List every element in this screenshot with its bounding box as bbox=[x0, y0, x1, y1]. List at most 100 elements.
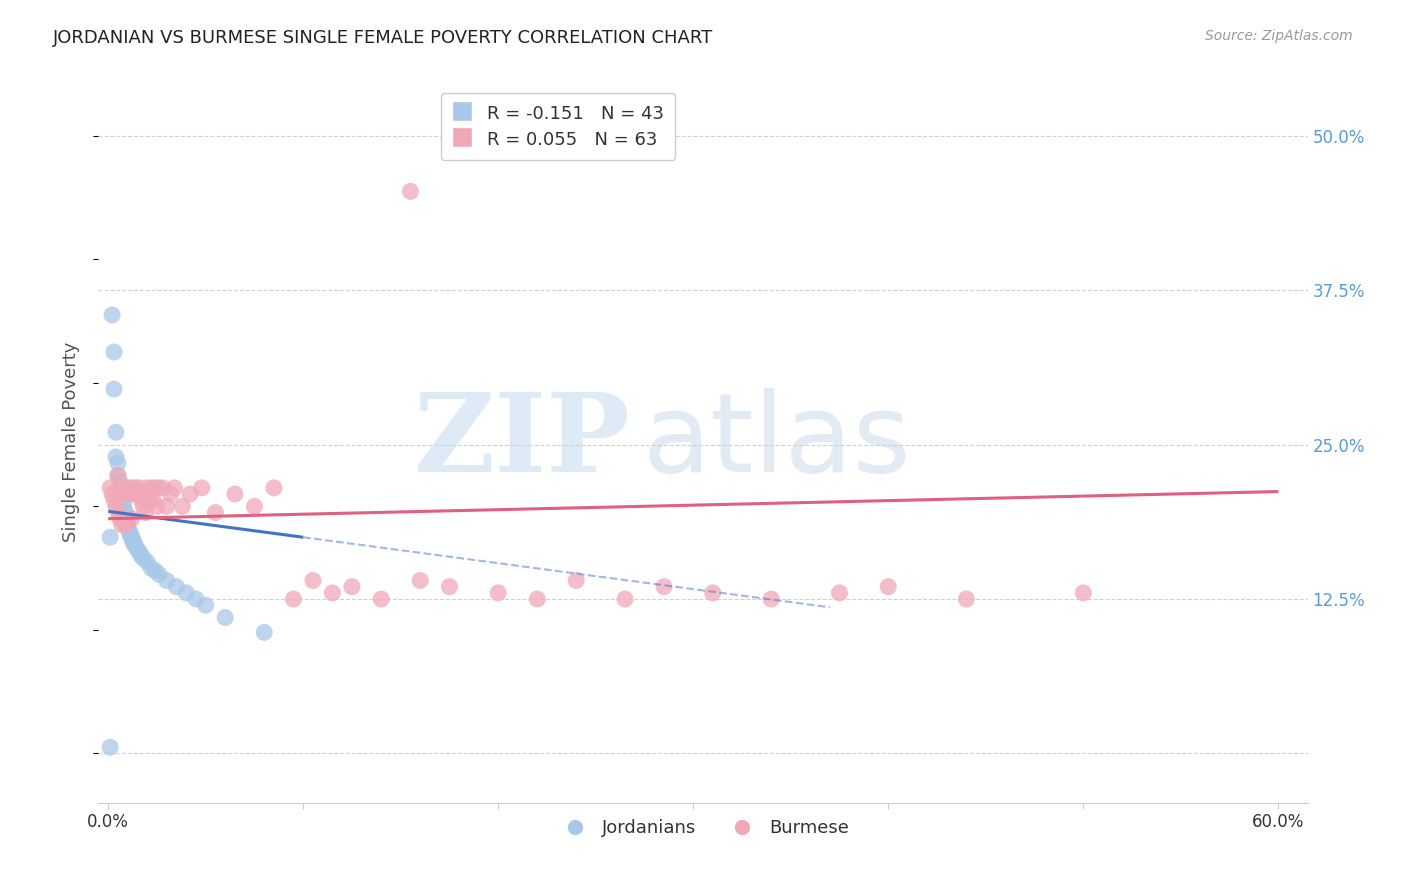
Y-axis label: Single Female Poverty: Single Female Poverty bbox=[62, 342, 80, 541]
Point bbox=[101, 487, 124, 501]
Point bbox=[107, 506, 129, 520]
Point bbox=[108, 487, 131, 501]
Point bbox=[122, 536, 145, 550]
Point bbox=[117, 481, 139, 495]
Point bbox=[302, 574, 325, 588]
Point bbox=[122, 533, 145, 548]
Text: Source: ZipAtlas.com: Source: ZipAtlas.com bbox=[1205, 29, 1353, 43]
Point bbox=[103, 493, 125, 508]
Point bbox=[283, 592, 305, 607]
Point bbox=[108, 512, 131, 526]
Point bbox=[136, 555, 159, 569]
Legend: Jordanians, Burmese: Jordanians, Burmese bbox=[550, 812, 856, 845]
Point bbox=[761, 592, 783, 607]
Point bbox=[702, 586, 724, 600]
Point bbox=[117, 520, 139, 534]
Point bbox=[98, 740, 121, 755]
Point bbox=[139, 561, 162, 575]
Point bbox=[138, 493, 160, 508]
Point bbox=[107, 468, 129, 483]
Point bbox=[112, 500, 135, 514]
Point bbox=[112, 493, 135, 508]
Text: ZIP: ZIP bbox=[413, 388, 630, 495]
Point bbox=[128, 481, 150, 495]
Point bbox=[108, 475, 131, 489]
Point bbox=[194, 598, 217, 612]
Point bbox=[104, 450, 127, 464]
Point bbox=[127, 487, 149, 501]
Point bbox=[98, 530, 121, 544]
Point bbox=[122, 487, 145, 501]
Point bbox=[159, 487, 181, 501]
Point bbox=[118, 487, 141, 501]
Point bbox=[156, 574, 179, 588]
Point bbox=[134, 506, 156, 520]
Point bbox=[104, 500, 127, 514]
Point bbox=[136, 481, 159, 495]
Point bbox=[174, 586, 197, 600]
Point bbox=[114, 517, 136, 532]
Point bbox=[111, 481, 134, 495]
Point bbox=[108, 481, 131, 495]
Point bbox=[1071, 586, 1094, 600]
Point bbox=[114, 508, 136, 522]
Point bbox=[117, 517, 139, 532]
Point bbox=[148, 481, 170, 495]
Point bbox=[127, 542, 149, 557]
Point bbox=[132, 551, 155, 566]
Point bbox=[104, 425, 127, 440]
Point bbox=[142, 493, 165, 508]
Text: JORDANIAN VS BURMESE SINGLE FEMALE POVERTY CORRELATION CHART: JORDANIAN VS BURMESE SINGLE FEMALE POVER… bbox=[53, 29, 714, 46]
Point bbox=[101, 308, 124, 322]
Point bbox=[114, 506, 136, 520]
Point bbox=[224, 487, 246, 501]
Point bbox=[172, 500, 194, 514]
Point bbox=[370, 592, 392, 607]
Point bbox=[112, 481, 135, 495]
Point bbox=[652, 580, 675, 594]
Point bbox=[614, 592, 637, 607]
Point bbox=[118, 526, 141, 541]
Point bbox=[128, 545, 150, 559]
Point bbox=[103, 345, 125, 359]
Point bbox=[114, 512, 136, 526]
Point bbox=[253, 625, 276, 640]
Point bbox=[118, 524, 141, 538]
Point bbox=[439, 580, 461, 594]
Point bbox=[139, 481, 162, 495]
Point bbox=[131, 493, 153, 508]
Point bbox=[184, 592, 207, 607]
Point bbox=[179, 487, 201, 501]
Point bbox=[148, 567, 170, 582]
Point bbox=[191, 481, 214, 495]
Point bbox=[526, 592, 548, 607]
Point bbox=[111, 481, 134, 495]
Point bbox=[243, 500, 266, 514]
Point bbox=[124, 539, 146, 553]
Point bbox=[877, 580, 900, 594]
Point bbox=[131, 549, 153, 563]
Point bbox=[107, 456, 129, 470]
Point bbox=[399, 185, 422, 199]
Point bbox=[117, 514, 139, 528]
Point bbox=[98, 481, 121, 495]
Point bbox=[111, 487, 134, 501]
Point bbox=[152, 481, 174, 495]
Point bbox=[121, 512, 143, 526]
Point bbox=[121, 529, 143, 543]
Point bbox=[263, 481, 285, 495]
Point bbox=[124, 481, 146, 495]
Point bbox=[132, 500, 155, 514]
Point bbox=[117, 514, 139, 528]
Point bbox=[204, 506, 226, 520]
Text: atlas: atlas bbox=[643, 388, 911, 495]
Point bbox=[146, 500, 169, 514]
Point bbox=[112, 512, 135, 526]
Point bbox=[321, 586, 343, 600]
Point bbox=[111, 517, 134, 532]
Point bbox=[163, 481, 186, 495]
Point bbox=[156, 500, 179, 514]
Point bbox=[103, 382, 125, 396]
Point bbox=[143, 564, 166, 578]
Point bbox=[214, 610, 236, 624]
